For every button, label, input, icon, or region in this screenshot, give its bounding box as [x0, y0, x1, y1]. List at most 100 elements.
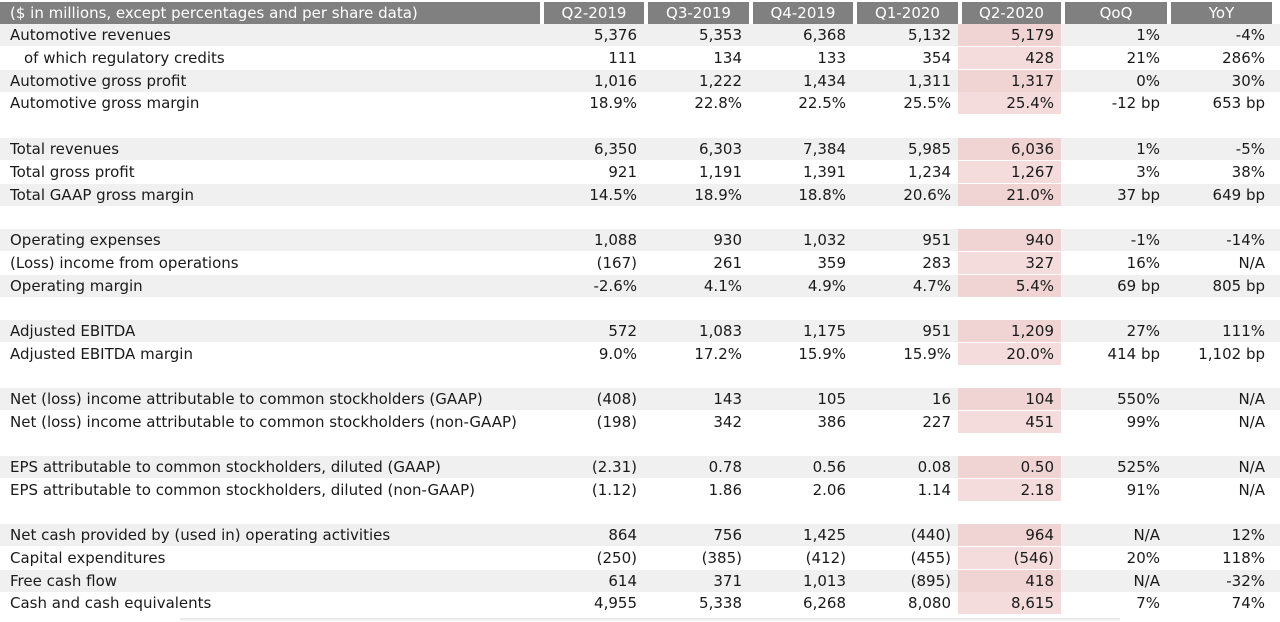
cell-q2-2020: 25.4%	[958, 92, 1061, 115]
cell-q4-2019: 7,384	[803, 140, 846, 158]
cell-qoq: 525%	[1117, 458, 1160, 476]
cell-qoq: 99%	[1126, 412, 1160, 431]
cell-q4-2019: 2.06	[812, 480, 846, 499]
cell-qoq: 3%	[1136, 162, 1160, 181]
cell-yoy: -4%	[1235, 26, 1265, 44]
cell-q3-2019: 930	[713, 231, 742, 249]
table-row: EPS attributable to common stockholders,…	[0, 456, 1280, 478]
cell-q4-2019: 386	[817, 412, 846, 431]
cell-q2-2020: 327	[958, 251, 1061, 274]
cell-yoy: 1,102 bp	[1198, 344, 1265, 363]
cell-q2-2020: 5,179	[958, 24, 1061, 46]
cell-yoy: 653 bp	[1212, 94, 1265, 113]
cell-q2-2019: 1,088	[594, 231, 637, 249]
header-q3-2019: Q3-2019	[648, 2, 749, 24]
table-row: Net cash provided by (used in) operating…	[0, 524, 1280, 546]
row-label: Net (loss) income attributable to common…	[10, 412, 517, 431]
cell-q2-2020: 8,615	[958, 592, 1061, 615]
cell-q1-2020: 15.9%	[903, 344, 951, 363]
cell-qoq: 1%	[1136, 26, 1160, 44]
cell-q2-2020: 104	[958, 388, 1061, 410]
cell-qoq: 7%	[1136, 594, 1160, 613]
cell-qoq: 0%	[1136, 71, 1160, 90]
row-label: (Loss) income from operations	[10, 253, 239, 272]
table-row: of which regulatory credits 111 134 133 354 4…	[0, 46, 1280, 69]
table-row: Operating margin -2.6% 4.1% 4.9% 4.7% 5.4% 69 …	[0, 274, 1280, 297]
table-row: Total GAAP gross margin 14.5% 18.9% 18.8% 20…	[0, 183, 1280, 206]
cell-q4-2019: 1,032	[803, 231, 846, 249]
cell-q1-2020: (455)	[910, 548, 951, 567]
cell-q1-2020: 227	[922, 412, 951, 431]
cell-q4-2019: 18.8%	[798, 185, 846, 204]
row-label: EPS attributable to common stockholders,…	[10, 480, 475, 499]
row-label: Automotive gross margin	[10, 94, 200, 113]
cell-yoy: 649 bp	[1212, 185, 1265, 204]
cell-q3-2019: 1,191	[699, 162, 742, 181]
cell-q3-2019: 6,303	[699, 140, 742, 158]
cell-qoq: 69 bp	[1117, 276, 1160, 295]
row-label: Capital expenditures	[10, 548, 166, 567]
cell-q3-2019: 5,353	[699, 26, 742, 44]
cell-qoq: 550%	[1117, 390, 1160, 408]
cell-q3-2019: 143	[713, 390, 742, 408]
cell-q3-2019: 371	[713, 571, 742, 590]
cell-q4-2019: 4.9%	[807, 276, 846, 295]
cell-q2-2019: 18.9%	[589, 94, 637, 113]
row-label: Net cash provided by (used in) operating…	[10, 526, 391, 544]
cell-q1-2020: 20.6%	[903, 185, 951, 204]
cell-q2-2020: 20.0%	[958, 342, 1061, 365]
header-yoy: YoY	[1171, 2, 1272, 24]
row-label: Cash and cash equivalents	[10, 594, 212, 613]
cell-yoy: -32%	[1226, 571, 1265, 590]
cell-q2-2020: 6,036	[958, 138, 1061, 160]
row-label: Automotive gross profit	[10, 71, 187, 90]
row-label: Operating expenses	[10, 231, 161, 249]
cell-q3-2019: 4.1%	[703, 276, 742, 295]
cell-yoy: N/A	[1238, 253, 1265, 272]
cell-yoy: N/A	[1238, 480, 1265, 499]
table-row: Automotive gross margin 18.9% 22.8% 22.5% 25…	[0, 92, 1280, 115]
cell-q2-2019: (408)	[596, 390, 637, 408]
cell-yoy: N/A	[1238, 458, 1265, 476]
cell-q1-2020: 5,132	[908, 26, 951, 44]
cell-q3-2019: 17.2%	[694, 344, 742, 363]
cell-q3-2019: 134	[713, 48, 742, 67]
cell-q4-2019: 1,425	[803, 526, 846, 544]
cell-q2-2019: 14.5%	[589, 185, 637, 204]
cell-q2-2019: 6,350	[594, 140, 637, 158]
cell-q4-2019: 1,434	[803, 71, 846, 90]
row-label: Operating margin	[10, 276, 143, 295]
cell-q2-2019: 5,376	[594, 26, 637, 44]
table-row: Adjusted EBITDA 572 1,083 1,175 951 1,209 27% 1…	[0, 320, 1280, 342]
cell-yoy: 30%	[1231, 71, 1265, 90]
cell-q1-2020: 951	[922, 322, 951, 340]
cell-qoq: 16%	[1126, 253, 1160, 272]
row-label: Adjusted EBITDA	[10, 322, 136, 340]
cell-qoq: 37 bp	[1117, 185, 1160, 204]
cell-q2-2020: 1,267	[958, 160, 1061, 183]
cell-q1-2020: 1,234	[908, 162, 951, 181]
header-q2-2020: Q2-2020	[962, 2, 1061, 24]
row-label: of which regulatory credits	[24, 48, 225, 67]
row-label: Net (loss) income attributable to common…	[10, 390, 483, 408]
cell-q2-2020: 964	[958, 524, 1061, 546]
cell-q1-2020: 25.5%	[903, 94, 951, 113]
cell-q1-2020: (440)	[910, 526, 951, 544]
cell-qoq: N/A	[1133, 571, 1160, 590]
cell-q1-2020: 5,985	[908, 140, 951, 158]
cell-q1-2020: 16	[931, 390, 951, 408]
table-row: Net (loss) income attributable to common…	[0, 388, 1280, 410]
cell-q4-2019: 1,175	[803, 322, 846, 340]
cell-q2-2020: 0.50	[958, 456, 1061, 478]
cell-qoq: -1%	[1130, 231, 1160, 249]
cell-q4-2019: 0.56	[812, 458, 846, 476]
cell-qoq: 1%	[1136, 140, 1160, 158]
header-q2-2019: Q2-2019	[544, 2, 644, 24]
cell-q2-2020: 5.4%	[958, 274, 1061, 297]
cell-q3-2019: (385)	[701, 548, 742, 567]
cell-q2-2020: 2.18	[958, 478, 1061, 501]
row-label: Automotive revenues	[10, 26, 171, 44]
cell-q2-2019: 572	[608, 322, 637, 340]
row-label: Free cash flow	[10, 571, 118, 590]
cell-qoq: 91%	[1126, 480, 1160, 499]
